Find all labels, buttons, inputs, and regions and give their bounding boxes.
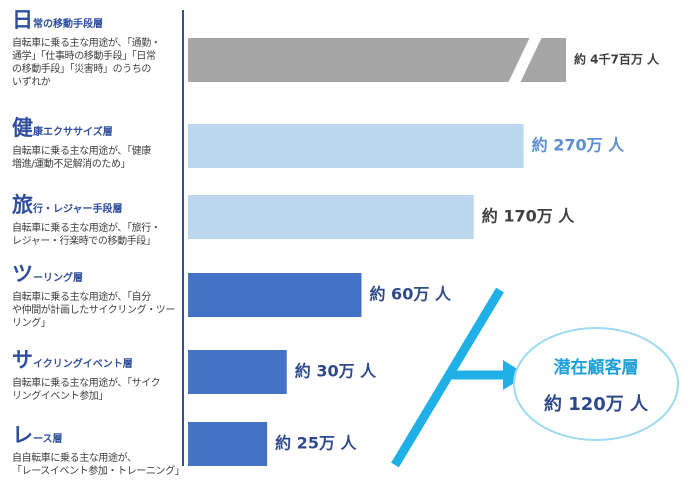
bar xyxy=(188,38,566,82)
category-description: の移動手段」「災害時」のうちの xyxy=(12,64,151,75)
category-description: 自転車に乗る主な用途が、「通勤・ xyxy=(12,38,161,49)
category-description: 自自転車に乗る主な用途が、 xyxy=(12,453,137,464)
category-description: 自転車に乗る主な用途が、「サイク xyxy=(12,378,161,389)
bar xyxy=(188,273,362,317)
axis-break xyxy=(508,37,542,83)
bar xyxy=(188,195,474,239)
callout-title: 潜在顧客層 xyxy=(554,357,639,378)
category-label: ツーリング層自転車に乗る主な用途が、「自分や仲間が計画したサイクリング・ツー リン… xyxy=(12,262,182,330)
value-label: 約 60万 人 xyxy=(369,285,451,304)
category-label: 健康エクササイズ層自転車に乗る主な用途が、「健康 増進/運動不足解消のため」 xyxy=(12,116,182,171)
category-label: レース層自自転車に乗る主な用途が、「レースイベント参加・トレーニング」 xyxy=(12,423,185,478)
category-name: 旅行・レジャー手段層 xyxy=(12,193,123,217)
category-name: 健康エクササイズ層 xyxy=(12,116,113,140)
category-description: 自転車に乗る主な用途が、「健康 xyxy=(12,146,151,157)
value-label: 約 170万 人 xyxy=(482,207,576,226)
category-description: レジャー・行楽時での移動手段」 xyxy=(12,236,156,247)
category-description: 自転車に乗る主な用途が、「自分 xyxy=(12,292,151,303)
category-name: 日常の移動手段層 xyxy=(12,8,103,32)
callout xyxy=(513,327,679,441)
category-name: レース層 xyxy=(12,423,63,447)
category-name: サイクリングイベント層 xyxy=(12,348,133,372)
value-label: 約 4千7百万 人 xyxy=(574,52,660,67)
category-description: いずれか xyxy=(12,77,51,88)
value-label: 約 270万 人 xyxy=(532,136,626,155)
category-description: 通学」「仕事時の移動手段」「日常 xyxy=(12,51,156,62)
bar xyxy=(188,422,268,466)
category-description: 「レースイベント参加・トレーニング」 xyxy=(12,466,185,477)
category-label: 日常の移動手段層自転車に乗る主な用途が、「通勤・ 通学」「仕事時の移動手段」「日常… xyxy=(12,8,182,89)
divider xyxy=(391,287,504,468)
category-description: 増進/運動不足解消のため」 xyxy=(12,159,131,170)
category-label: サイクリングイベント層自転車に乗る主な用途が、「サイク リングイベント参加」 xyxy=(12,348,182,403)
bar xyxy=(188,350,287,394)
category-description: リングイベント参加」 xyxy=(12,391,108,402)
bar xyxy=(188,124,524,168)
category-name: ツーリング層 xyxy=(12,262,83,286)
value-label: 約 25万 人 xyxy=(275,434,357,453)
category-description: 自転車に乗る主な用途が、「旅行・ xyxy=(12,223,161,234)
category-label: 旅行・レジャー手段層自転車に乗る主な用途が、「旅行・ レジャー・行楽時での移動手段… xyxy=(12,193,182,248)
value-label: 約 30万 人 xyxy=(295,362,377,381)
callout-value: 約 120万 人 xyxy=(544,393,649,415)
category-description: や仲間が計画したサイクリング・ツー xyxy=(12,305,175,316)
category-description: リング」 xyxy=(12,318,51,329)
bars xyxy=(188,38,566,466)
